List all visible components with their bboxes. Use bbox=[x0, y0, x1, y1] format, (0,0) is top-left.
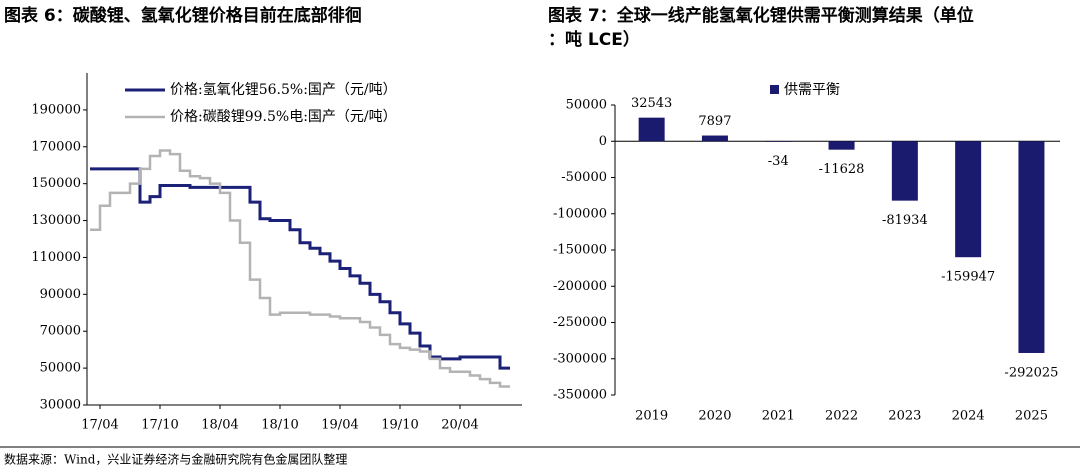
y-tick-label: -100000 bbox=[553, 206, 607, 221]
y-tick-label: -50000 bbox=[561, 170, 607, 185]
bar bbox=[701, 135, 728, 142]
y-tick-label: -350000 bbox=[553, 388, 607, 403]
bar bbox=[1018, 141, 1045, 353]
legend-swatch bbox=[770, 85, 779, 94]
y-tick-label: 50000 bbox=[566, 98, 607, 113]
value-label: 7897 bbox=[698, 114, 731, 129]
y-tick-label: 50000 bbox=[40, 361, 81, 376]
x-tick-label: 2022 bbox=[825, 409, 858, 424]
x-tick-label: 18/10 bbox=[261, 418, 298, 433]
bar bbox=[765, 141, 792, 142]
y-tick-label: 170000 bbox=[31, 139, 81, 154]
y-tick-label: 30000 bbox=[40, 398, 81, 413]
value-label: 32543 bbox=[631, 96, 672, 111]
legend-label: 价格:碳酸锂99.5%电:国产（元/吨） bbox=[170, 109, 397, 125]
y-tick-label: 70000 bbox=[40, 324, 81, 339]
x-tick-label: 19/10 bbox=[381, 418, 418, 433]
footer: 数据来源：Wind，兴业证券经济与金融研究院有色金属团队整理 bbox=[4, 452, 347, 467]
bar bbox=[638, 117, 665, 142]
y-tick-label: -300000 bbox=[553, 351, 607, 366]
bar bbox=[828, 141, 855, 150]
value-label: -81934 bbox=[882, 213, 928, 228]
value-label: -11628 bbox=[819, 162, 865, 177]
y-tick-label: 150000 bbox=[31, 176, 81, 191]
x-tick-label: 2025 bbox=[1015, 409, 1048, 424]
x-tick-label: 17/04 bbox=[81, 418, 118, 433]
x-tick-label: 2023 bbox=[888, 409, 921, 424]
y-tick-label: 130000 bbox=[31, 213, 81, 228]
y-tick-label: 110000 bbox=[31, 250, 81, 265]
y-tick-label: 190000 bbox=[31, 102, 81, 117]
x-tick-label: 17/10 bbox=[141, 418, 178, 433]
x-tick-label: 2024 bbox=[952, 409, 985, 424]
value-label: -34 bbox=[768, 154, 789, 169]
bar bbox=[891, 141, 918, 201]
x-tick-label: 2020 bbox=[698, 409, 731, 424]
x-tick-label: 20/04 bbox=[441, 418, 478, 433]
y-tick-label: 0 bbox=[599, 134, 607, 149]
value-label: -159947 bbox=[941, 270, 995, 285]
legend-label: 价格:氢氧化锂56.5%:国产（元/吨） bbox=[170, 82, 397, 98]
y-tick-label: -250000 bbox=[553, 315, 607, 330]
legend-label: 供需平衡 bbox=[784, 82, 840, 98]
x-tick-label: 19/04 bbox=[321, 418, 358, 433]
x-tick-label: 18/04 bbox=[201, 418, 238, 433]
chart-title: 图表 7：全球一线产能氢氧化锂供需平衡测算结果（单位：吨 LCE） bbox=[548, 5, 974, 50]
x-tick-label: 2019 bbox=[635, 409, 668, 424]
y-tick-label: 90000 bbox=[40, 287, 81, 302]
value-label: -292025 bbox=[1004, 365, 1058, 380]
y-tick-label: -150000 bbox=[553, 243, 607, 258]
line bbox=[90, 167, 510, 370]
x-tick-label: 2021 bbox=[762, 409, 795, 424]
chart-title: 图表 6：碳酸锂、氢氧化锂价格目前在底部徘徊 bbox=[4, 5, 362, 26]
bar bbox=[955, 141, 982, 258]
y-tick-label: -200000 bbox=[553, 279, 607, 294]
line bbox=[90, 149, 510, 388]
